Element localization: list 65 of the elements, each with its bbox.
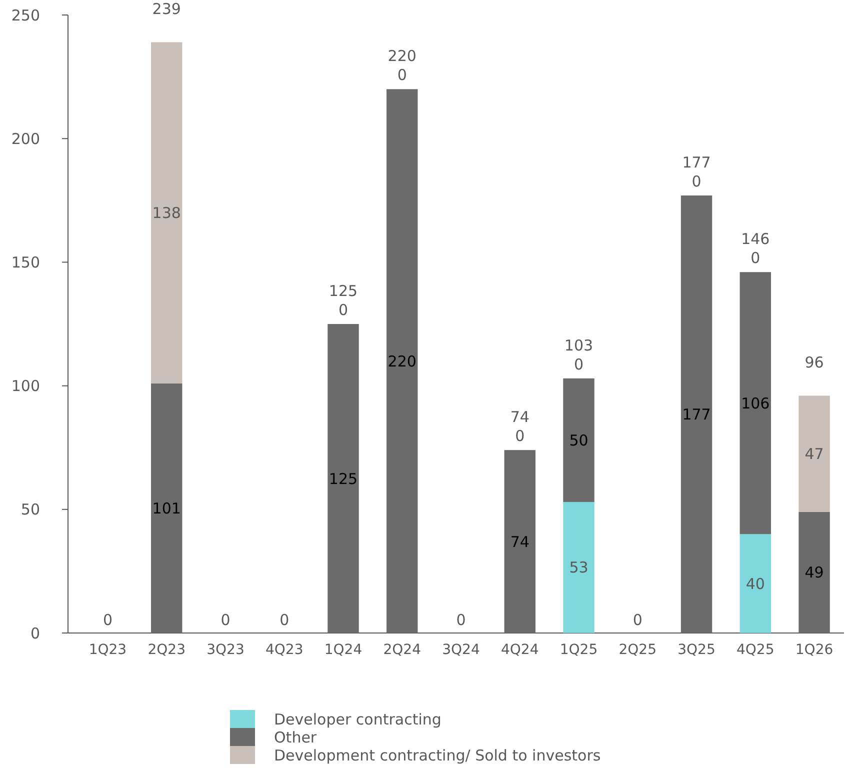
bar bbox=[504, 450, 536, 633]
data-label: 106 bbox=[741, 394, 770, 412]
data-label: 0 bbox=[515, 427, 525, 446]
x-tick-label: 2Q23 bbox=[148, 642, 186, 658]
x-tick-label: 4Q25 bbox=[736, 642, 774, 658]
total-label: 146 bbox=[741, 230, 770, 248]
total-label: 0 bbox=[632, 611, 642, 629]
x-tick-label: 2Q25 bbox=[618, 642, 657, 658]
x-tick-label: 1Q26 bbox=[795, 642, 834, 658]
legend-label: Other bbox=[274, 728, 318, 746]
total-label: 74 bbox=[510, 408, 530, 426]
data-label: 49 bbox=[804, 564, 824, 582]
data-label: 47 bbox=[804, 445, 824, 464]
data-label: 101 bbox=[152, 499, 181, 518]
data-label: 125 bbox=[328, 470, 358, 488]
x-tick-label: 3Q24 bbox=[442, 642, 480, 658]
y-tick-label: 200 bbox=[11, 130, 40, 148]
x-tick-label: 3Q23 bbox=[206, 642, 244, 658]
y-tick-label: 50 bbox=[20, 500, 40, 519]
bar bbox=[740, 534, 771, 633]
bar bbox=[151, 42, 182, 384]
data-label: 0 bbox=[338, 301, 348, 319]
data-label: 53 bbox=[569, 558, 588, 577]
total-label: 96 bbox=[804, 354, 824, 372]
x-tick-label: 1Q25 bbox=[560, 642, 598, 658]
data-label: 0 bbox=[397, 66, 407, 84]
data-label: 177 bbox=[682, 405, 711, 424]
total-label: 103 bbox=[564, 336, 594, 354]
data-label: 220 bbox=[388, 352, 416, 370]
total-label: 125 bbox=[328, 282, 358, 300]
x-tick-label: 4Q23 bbox=[265, 642, 304, 658]
x-tick-label: 4Q24 bbox=[501, 642, 539, 658]
bar bbox=[798, 396, 830, 512]
bar bbox=[563, 502, 594, 633]
data-label: 0 bbox=[692, 172, 702, 190]
x-tick-label: 1Q23 bbox=[88, 642, 127, 658]
x-tick-label: 3Q25 bbox=[678, 642, 716, 658]
bar bbox=[740, 272, 771, 534]
bar bbox=[328, 324, 359, 633]
bar bbox=[798, 512, 830, 633]
data-label: 40 bbox=[746, 574, 765, 593]
total-label: 0 bbox=[456, 611, 466, 629]
y-tick-label: 0 bbox=[30, 624, 40, 642]
y-tick-label: 250 bbox=[11, 6, 40, 24]
y-tick-label: 150 bbox=[11, 253, 40, 272]
y-tick-label: 100 bbox=[11, 377, 40, 396]
total-label: 239 bbox=[152, 0, 181, 18]
total-label: 0 bbox=[280, 611, 290, 629]
x-tick-label: 2Q24 bbox=[383, 642, 422, 658]
total-label: 0 bbox=[220, 611, 230, 629]
total-label: 220 bbox=[388, 47, 416, 66]
bar bbox=[386, 89, 418, 633]
data-label: 0 bbox=[750, 249, 760, 268]
legend-label: Development contracting/ Sold to investors bbox=[274, 746, 601, 764]
total-label: 177 bbox=[682, 153, 711, 172]
x-tick-label: 1Q24 bbox=[324, 642, 362, 658]
data-label: 74 bbox=[510, 532, 530, 551]
data-label: 50 bbox=[569, 431, 588, 450]
bar bbox=[563, 378, 594, 502]
bar bbox=[151, 383, 182, 633]
data-label: 0 bbox=[574, 355, 584, 374]
legend-label: Developer contracting bbox=[274, 710, 442, 728]
bar bbox=[680, 195, 712, 633]
data-label: 138 bbox=[152, 204, 181, 222]
total-label: 0 bbox=[102, 611, 113, 629]
